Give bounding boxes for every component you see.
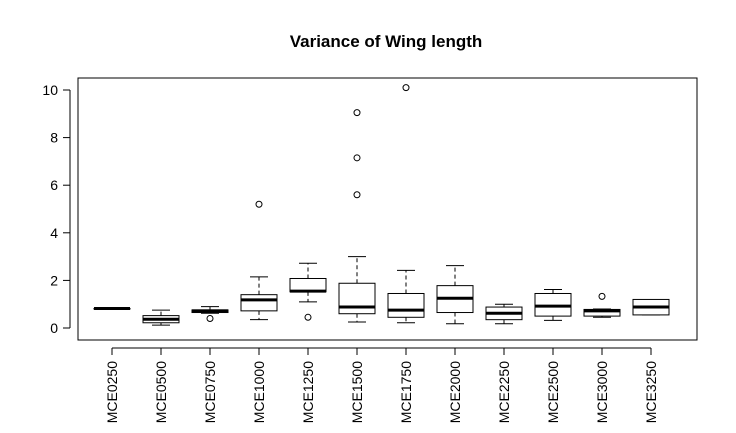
outlier-point [598, 292, 606, 300]
chart-title: Variance of Wing length [290, 32, 483, 51]
outlier-point [353, 154, 361, 162]
box-MCE1500 [338, 109, 376, 323]
box-MCE1250 [289, 262, 327, 321]
box-MCE2000 [436, 265, 474, 325]
y-tick-label: 2 [50, 272, 58, 288]
plot-frame [77, 77, 698, 341]
x-tick-label: MCE0750 [202, 361, 218, 423]
box-MCE1000 [240, 200, 278, 321]
outlier-point [353, 109, 361, 117]
box-MCE0750 [191, 306, 229, 322]
box-MCE3250 [632, 298, 670, 316]
iqr-box [240, 294, 278, 312]
x-tick-label: MCE1000 [251, 361, 267, 423]
x-tick-label: MCE3250 [643, 361, 659, 423]
y-tick-label: 10 [42, 82, 58, 98]
box-MCE0250 [93, 306, 131, 310]
y-tick-label: 6 [50, 177, 58, 193]
x-tick-label: MCE0500 [153, 361, 169, 423]
x-tick-label: MCE2000 [447, 361, 463, 423]
x-tick-label: MCE2250 [496, 361, 512, 423]
outlier-point [255, 200, 263, 208]
outlier-point [304, 313, 312, 321]
outlier-point [206, 314, 214, 322]
x-tick-label: MCE1250 [300, 361, 316, 423]
x-axis: MCE0250 MCE0500 MCE0750 MCE1000 MCE1250 MCE15… [104, 347, 659, 423]
box-MCE3000 [583, 292, 621, 318]
x-tick-label: MCE3000 [594, 361, 610, 423]
x-tick-label: MCE0250 [104, 361, 120, 423]
boxes-group [93, 84, 670, 326]
x-tick-label: MCE1750 [398, 361, 414, 423]
outlier-point [353, 191, 361, 199]
y-tick-label: 0 [50, 320, 58, 336]
box-MCE2250 [485, 303, 523, 325]
y-tick-label: 8 [50, 130, 58, 146]
x-tick-label: MCE2500 [545, 361, 561, 423]
box-MCE0500 [142, 309, 180, 326]
outlier-point [402, 84, 410, 92]
iqr-box [338, 282, 376, 315]
box-MCE2500 [534, 288, 572, 321]
x-tick-label: MCE1500 [349, 361, 365, 423]
y-axis: 0 2 4 6 8 10 [42, 82, 71, 336]
iqr-box [387, 292, 425, 318]
y-tick-label: 4 [50, 225, 58, 241]
box-MCE1750 [387, 84, 425, 324]
